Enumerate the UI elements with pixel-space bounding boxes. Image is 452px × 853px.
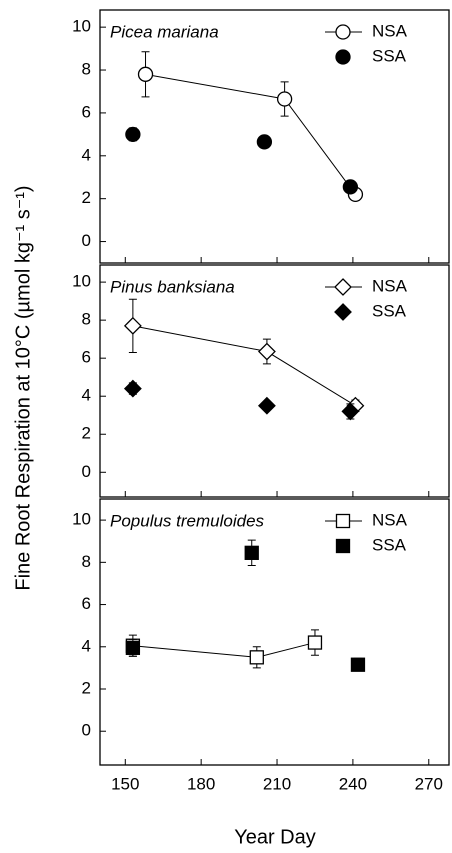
marker <box>249 650 264 665</box>
legend-label: NSA <box>372 21 408 40</box>
marker <box>123 379 142 398</box>
y-tick-label: 2 <box>82 678 91 697</box>
y-tick-label: 0 <box>82 231 91 250</box>
marker <box>276 91 293 107</box>
series-line <box>132 325 356 407</box>
y-tick-label: 10 <box>72 17 91 36</box>
legend-label: SSA <box>372 46 407 65</box>
y-tick-label: 10 <box>72 272 91 291</box>
y-tick-label: 10 <box>72 510 91 529</box>
y-tick-label: 6 <box>82 102 91 121</box>
legend-marker <box>335 49 351 65</box>
marker <box>350 657 366 672</box>
y-tick-label: 0 <box>82 721 91 740</box>
y-tick-label: 4 <box>82 636 91 655</box>
series-line <box>132 642 316 658</box>
legend-marker <box>335 538 351 554</box>
legend-label: NSA <box>372 510 408 529</box>
y-tick-label: 6 <box>82 348 91 367</box>
marker <box>125 640 141 655</box>
marker <box>123 316 142 335</box>
y-tick-label: 6 <box>82 594 91 613</box>
x-tick-label: 210 <box>263 774 291 793</box>
series-line <box>145 73 356 195</box>
marker <box>257 396 276 415</box>
marker <box>307 635 323 650</box>
legend-marker <box>335 24 351 40</box>
marker <box>137 66 154 82</box>
y-axis-label: Fine Root Respiration at 10°C (µmol kg⁻¹… <box>12 185 34 590</box>
marker <box>256 134 273 150</box>
x-tick-label: 150 <box>111 774 139 793</box>
panel-title: Pinus banksiana <box>110 277 235 296</box>
marker <box>125 126 141 143</box>
y-tick-label: 8 <box>82 552 91 571</box>
plot-frame <box>99 264 450 498</box>
marker <box>342 179 359 195</box>
y-tick-label: 2 <box>82 424 91 443</box>
x-axis-label: Year Day <box>234 826 316 848</box>
marker <box>341 402 360 421</box>
plot-frame <box>99 9 450 264</box>
y-tick-label: 8 <box>82 310 91 329</box>
x-tick-label: 270 <box>415 774 443 793</box>
marker <box>244 545 259 560</box>
y-tick-label: 2 <box>82 188 91 207</box>
y-tick-label: 8 <box>82 60 91 79</box>
legend-label: SSA <box>372 301 407 320</box>
marker <box>257 342 276 361</box>
y-tick-label: 4 <box>82 386 91 405</box>
plot-frame <box>99 498 450 766</box>
y-tick-label: 4 <box>82 145 91 164</box>
legend-marker <box>334 303 352 321</box>
y-tick-label: 0 <box>82 462 91 481</box>
legend-marker <box>334 278 352 296</box>
x-tick-label: 240 <box>339 774 367 793</box>
legend-marker <box>335 513 351 529</box>
panel-title: Picea mariana <box>110 22 219 41</box>
legend-label: SSA <box>372 535 407 554</box>
legend-label: NSA <box>372 276 408 295</box>
panel-title: Populus tremuloides <box>110 511 265 530</box>
x-tick-label: 180 <box>187 774 215 793</box>
